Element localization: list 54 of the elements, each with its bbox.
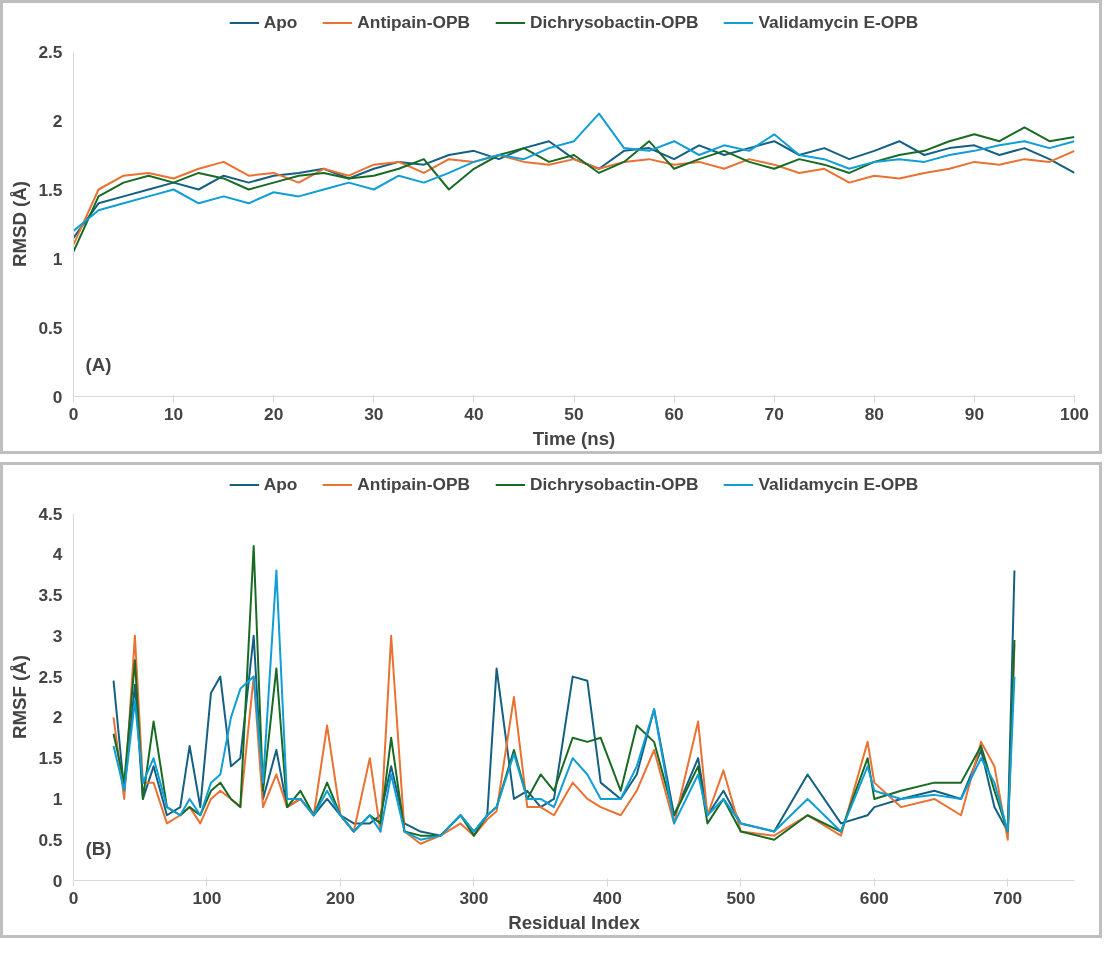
y-tick-label: 1.5 [38, 179, 63, 200]
y-axis-title: RMSD (Å) [9, 180, 31, 268]
y-tick-label: 2 [52, 707, 63, 728]
y-tick-label: 0 [52, 386, 63, 407]
x-tick-label: 100 [1060, 403, 1089, 424]
legend-label: Antipain-OPB [357, 11, 470, 33]
y-tick-label: 2 [52, 110, 63, 131]
line-series [112, 634, 1016, 845]
x-tick-label: 10 [163, 403, 184, 424]
x-tick-label: 600 [859, 887, 889, 908]
y-tick-label: 4 [52, 544, 63, 565]
legend-label: Antipain-OPB [357, 473, 470, 495]
x-axis-title: Time (ns) [532, 427, 616, 449]
x-tick-label: 400 [592, 887, 622, 908]
x-tick-label: 200 [325, 887, 355, 908]
legend-label: Dichrysobactin-OPB [529, 11, 699, 33]
y-tick-label: 4.5 [38, 503, 63, 524]
line-series [73, 126, 1075, 253]
y-tick-label: 0.5 [38, 829, 63, 850]
y-tick-label: 1.5 [38, 748, 63, 769]
annotation: (A) [85, 353, 112, 375]
legend-label: Apo [263, 473, 298, 495]
x-tick-label: 40 [464, 403, 484, 424]
x-tick-label: 30 [364, 403, 384, 424]
x-tick-label: 500 [726, 887, 756, 908]
x-tick-label: 700 [993, 887, 1023, 908]
legend-label: Dichrysobactin-OPB [529, 473, 699, 495]
line-series [73, 140, 1075, 239]
legend-label: Apo [263, 11, 298, 33]
line-series [73, 112, 1075, 232]
annotation: (B) [85, 837, 112, 859]
y-tick-label: 3.5 [38, 585, 63, 606]
y-tick-label: 2.5 [38, 666, 63, 687]
legend-label: Validamycin E-OPB [758, 473, 919, 495]
x-axis-title: Residual Index [508, 911, 641, 933]
x-tick-label: 0 [68, 887, 79, 908]
x-tick-label: 300 [459, 887, 489, 908]
y-tick-label: 2.5 [38, 41, 63, 62]
x-tick-label: 90 [964, 403, 985, 424]
x-tick-label: 100 [192, 887, 222, 908]
x-tick-label: 70 [764, 403, 784, 424]
y-axis-title: RMSF (Å) [9, 655, 31, 739]
line-series [73, 149, 1075, 246]
x-tick-label: 0 [68, 403, 79, 424]
y-tick-label: 1 [52, 248, 63, 269]
x-tick-label: 80 [864, 403, 884, 424]
legend-label: Validamycin E-OPB [758, 11, 919, 33]
x-tick-label: 50 [564, 403, 584, 424]
x-tick-label: 60 [664, 403, 684, 424]
y-tick-label: 1 [52, 788, 63, 809]
x-tick-label: 20 [264, 403, 284, 424]
y-tick-label: 0.5 [38, 317, 63, 338]
y-tick-label: 0 [52, 870, 63, 891]
y-tick-label: 3 [52, 625, 63, 646]
